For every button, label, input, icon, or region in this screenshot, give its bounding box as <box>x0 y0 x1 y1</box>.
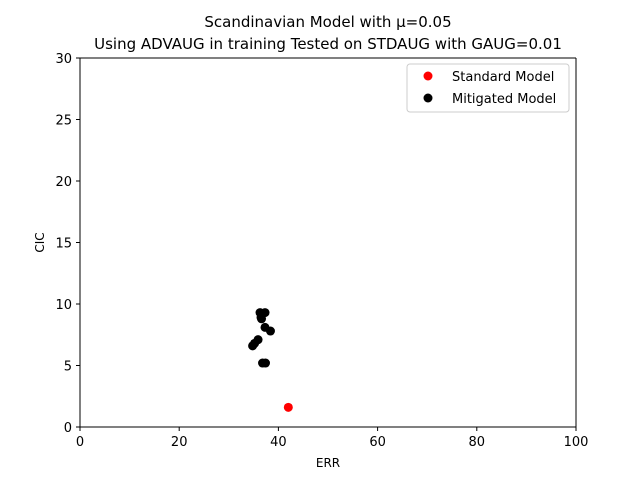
plot-area <box>80 58 576 427</box>
x-axis-ticks: 0 20 40 60 80 100 <box>76 427 589 450</box>
data-point-mitigated-model <box>248 341 258 351</box>
data-point-standard-model <box>283 402 293 412</box>
x-tick-label: 40 <box>270 435 287 450</box>
plot-frame <box>79 57 577 428</box>
chart-title-line-2: Using ADVAUG in training Tested on STDAU… <box>94 35 562 53</box>
y-tick-label: 0 <box>64 421 72 436</box>
legend-label-standard-model: Standard Model <box>452 70 554 85</box>
y-tick-label: 25 <box>55 114 72 129</box>
legend-label-mitigated-model: Mitigated Model <box>452 92 556 107</box>
chart-title-line-1: Scandinavian Model with μ=0.05 <box>204 13 451 31</box>
legend-box <box>406 63 570 113</box>
y-axis-ticks: 0 5 10 15 20 25 30 <box>55 52 80 436</box>
data-point-mitigated-model <box>261 358 271 368</box>
x-tick-label: 20 <box>171 435 188 450</box>
legend: Standard Model Mitigated Model <box>406 63 570 113</box>
x-tick-label: 60 <box>369 435 386 450</box>
legend-marker-standard-model <box>423 71 433 81</box>
x-tick-label: 100 <box>564 435 589 450</box>
y-tick-label: 15 <box>55 237 72 252</box>
y-tick-label: 10 <box>55 298 72 313</box>
y-tick-label: 20 <box>55 175 72 190</box>
y-axis-label: CIC <box>33 232 47 252</box>
x-axis-label: ERR <box>316 456 340 470</box>
y-tick-label: 30 <box>55 52 72 67</box>
data-points <box>248 308 293 412</box>
x-tick-label: 0 <box>76 435 84 450</box>
data-point-mitigated-model <box>265 326 275 336</box>
x-tick-label: 80 <box>469 435 486 450</box>
data-point-mitigated-model <box>257 314 267 324</box>
legend-marker-mitigated-model <box>423 93 433 103</box>
y-tick-label: 5 <box>64 360 72 375</box>
